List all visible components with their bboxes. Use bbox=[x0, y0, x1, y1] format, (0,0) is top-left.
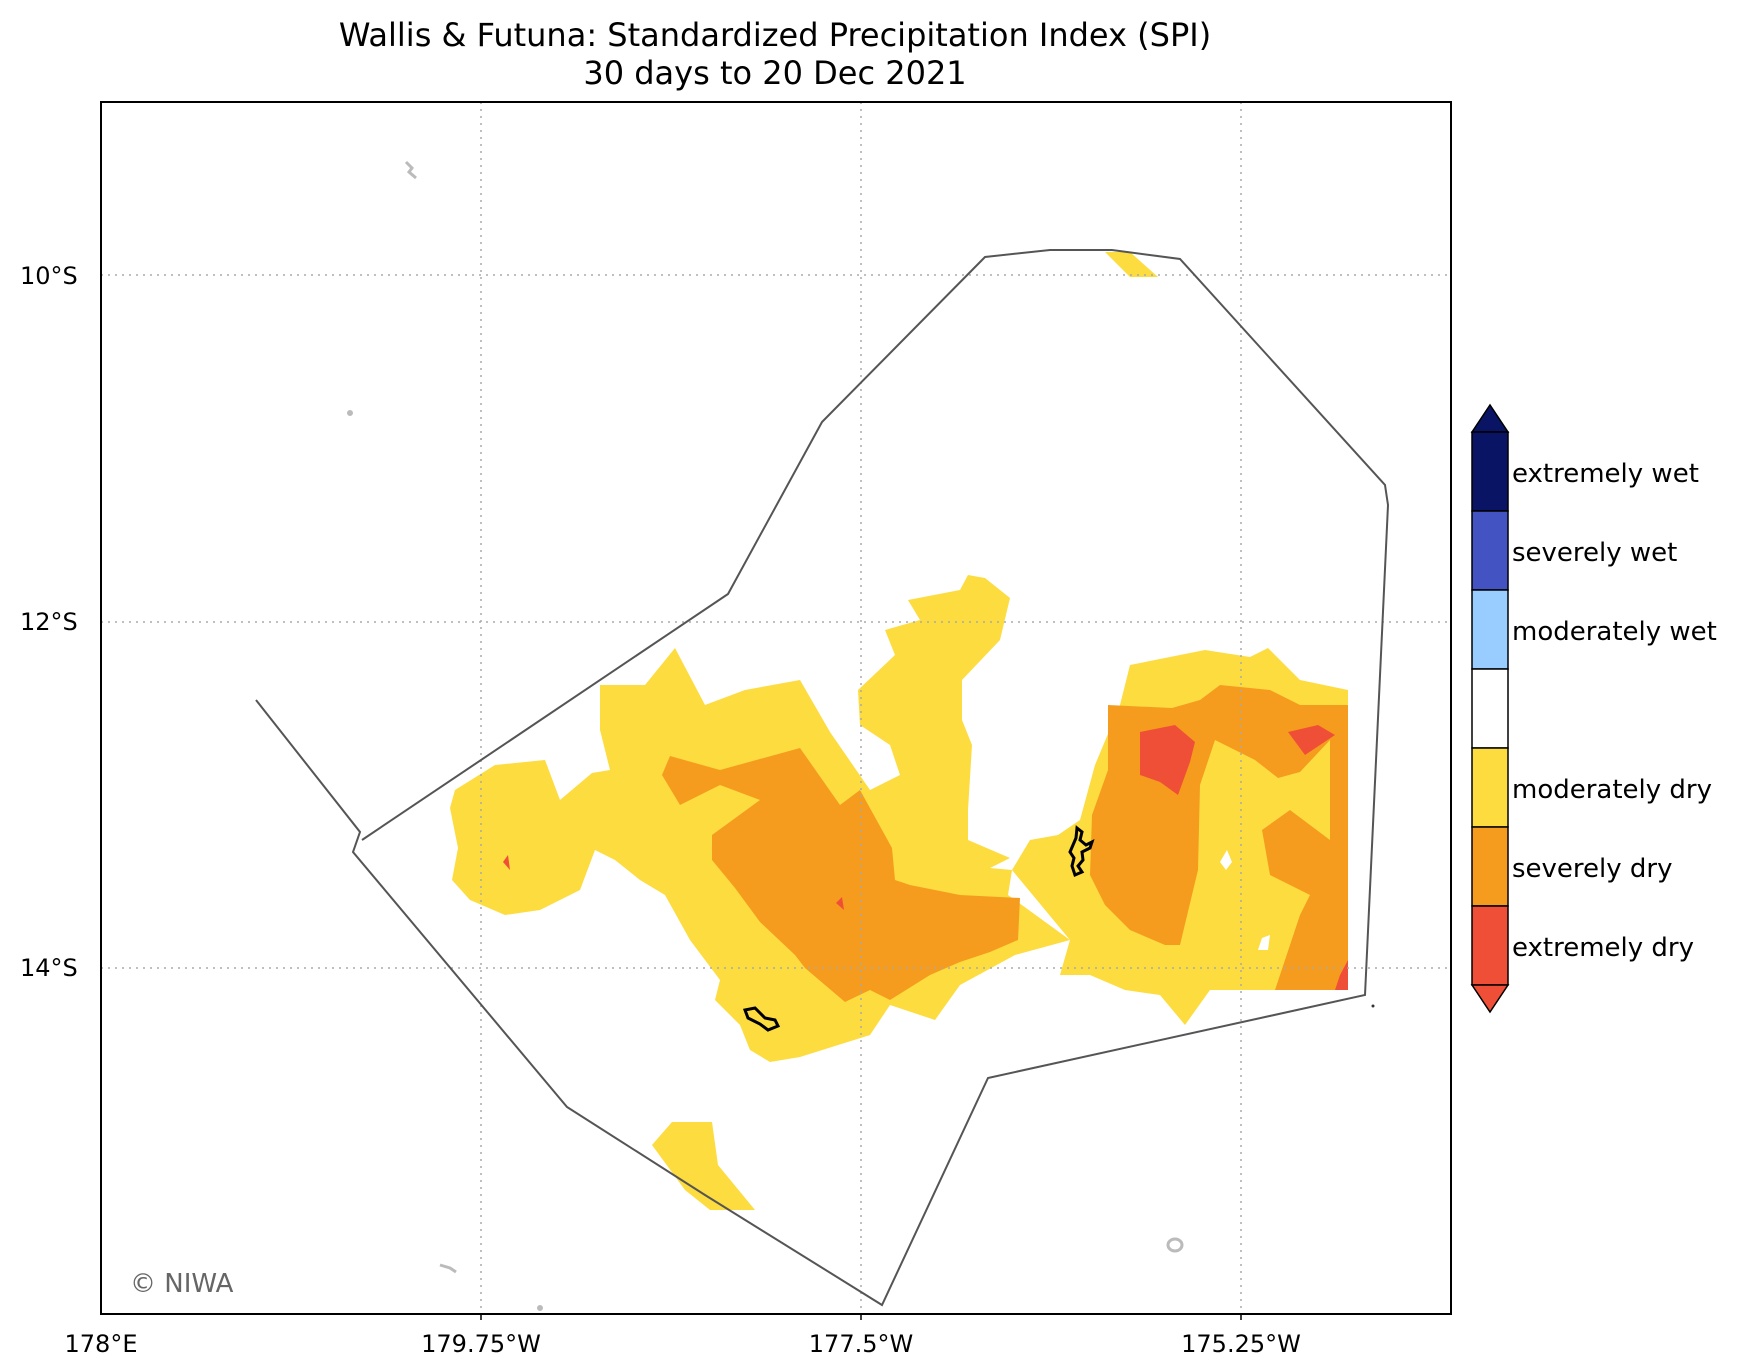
stray-point bbox=[1372, 1005, 1375, 1008]
lat-label-12s: 12°S bbox=[20, 608, 78, 636]
colorbar bbox=[1472, 405, 1508, 1012]
colorbar-segment bbox=[1472, 511, 1508, 590]
colorbar-extend-wet bbox=[1472, 405, 1508, 432]
legend-label-severely-dry: severely dry bbox=[1512, 854, 1673, 884]
legend-label-extremely-wet: extremely wet bbox=[1512, 459, 1699, 489]
lon-label-179-75w: 179.75°W bbox=[421, 1330, 541, 1358]
colorbar-segment bbox=[1472, 906, 1508, 985]
lat-label-10s: 10°S bbox=[20, 262, 78, 290]
lon-label-177-5w: 177.5°W bbox=[809, 1330, 913, 1358]
lon-label-178e: 178°E bbox=[65, 1330, 138, 1358]
legend-label-moderately-wet: moderately wet bbox=[1512, 617, 1717, 647]
colorbar-extend-dry bbox=[1472, 985, 1508, 1012]
legend-label-severely-wet: severely wet bbox=[1512, 538, 1677, 568]
colorbar-segment bbox=[1472, 748, 1508, 827]
colorbar-segment bbox=[1472, 669, 1508, 748]
legend-label-moderately-dry: moderately dry bbox=[1512, 775, 1712, 805]
colorbar-segment bbox=[1472, 432, 1508, 511]
colorbar-segment bbox=[1472, 590, 1508, 669]
lat-label-14s: 14°S bbox=[20, 954, 78, 982]
copyright-text: © NIWA bbox=[130, 1269, 234, 1299]
lon-label-175-25w: 175.25°W bbox=[1181, 1330, 1301, 1358]
colorbar-segment bbox=[1472, 827, 1508, 906]
legend-label-extremely-dry: extremely dry bbox=[1512, 933, 1694, 963]
